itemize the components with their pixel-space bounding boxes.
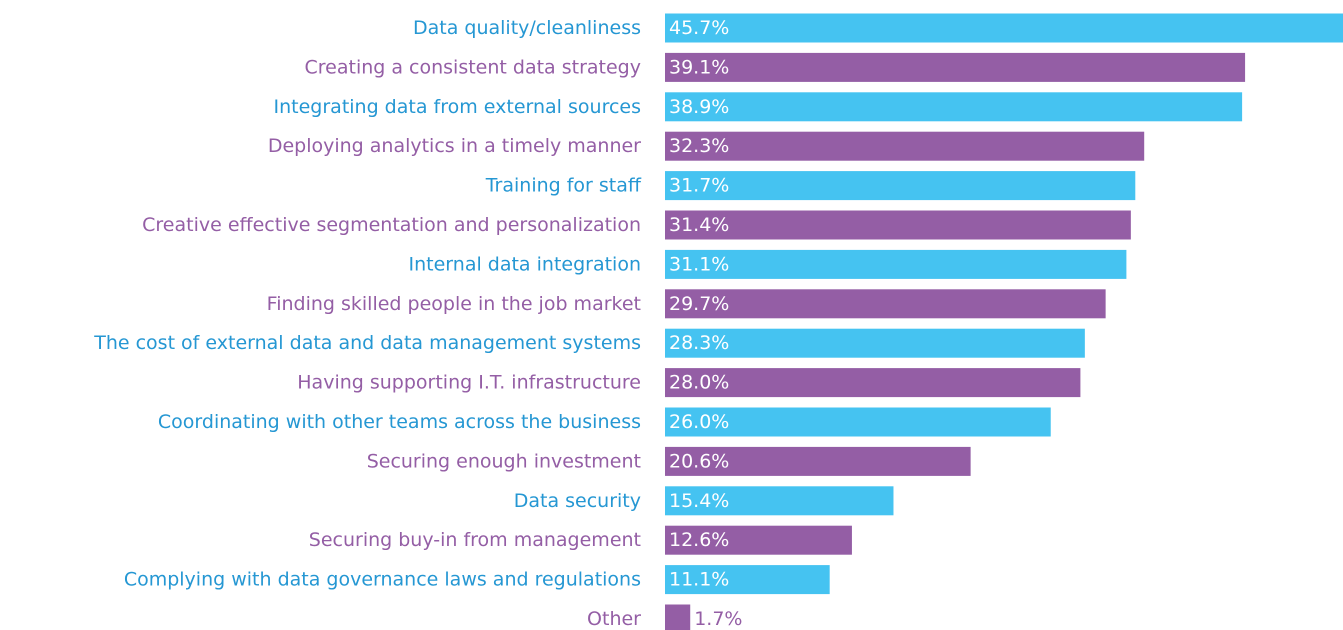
- value-label: 26.0%: [669, 411, 729, 433]
- value-label: 12.6%: [669, 529, 729, 551]
- bar: [665, 565, 830, 595]
- value-label: 39.1%: [669, 56, 729, 78]
- category-label: Finding skilled people in the job market: [267, 293, 641, 315]
- value-label: 1.7%: [694, 608, 742, 630]
- bar: [665, 249, 1127, 279]
- category-label: Creative effective segmentation and pers…: [142, 214, 641, 236]
- bar: [665, 525, 852, 555]
- category-label: Creating a consistent data strategy: [305, 56, 642, 78]
- bar: [665, 52, 1246, 82]
- value-label: 45.7%: [669, 17, 729, 39]
- value-label: 31.7%: [669, 175, 729, 197]
- value-label: 28.3%: [669, 332, 729, 354]
- value-label: 31.1%: [669, 253, 729, 275]
- category-label: Having supporting I.T. infrastructure: [297, 372, 641, 394]
- value-label: 32.3%: [669, 135, 729, 157]
- bar: [665, 13, 1343, 43]
- value-label: 20.6%: [669, 450, 729, 472]
- bar: [665, 446, 971, 476]
- bar: [665, 328, 1085, 358]
- category-label: Deploying analytics in a timely manner: [268, 135, 641, 157]
- value-label: 29.7%: [669, 293, 729, 315]
- category-label: Data security: [514, 490, 641, 512]
- category-label: Integrating data from external sources: [274, 96, 641, 118]
- category-label: The cost of external data and data manag…: [93, 332, 641, 354]
- bar: [665, 210, 1131, 240]
- value-label: 11.1%: [669, 569, 729, 591]
- category-label: Coordinating with other teams across the…: [158, 411, 641, 433]
- category-label: Securing buy-in from management: [309, 529, 641, 551]
- bar: [665, 171, 1136, 201]
- bar: [665, 92, 1243, 122]
- bar: [665, 604, 691, 630]
- value-label: 31.4%: [669, 214, 729, 236]
- category-label: Other: [587, 608, 641, 630]
- bar: [665, 486, 894, 516]
- bar: [665, 289, 1106, 319]
- value-label: 28.0%: [669, 372, 729, 394]
- bar: [665, 368, 1081, 398]
- category-label: Data quality/cleanliness: [413, 17, 641, 39]
- category-label: Internal data integration: [409, 253, 641, 275]
- value-label: 15.4%: [669, 490, 729, 512]
- bar: [665, 131, 1145, 161]
- category-label: Training for staff: [485, 175, 642, 197]
- value-label: 38.9%: [669, 96, 729, 118]
- bar: [665, 407, 1051, 437]
- category-label: Securing enough investment: [367, 450, 641, 472]
- category-label: Complying with data governance laws and …: [124, 569, 641, 591]
